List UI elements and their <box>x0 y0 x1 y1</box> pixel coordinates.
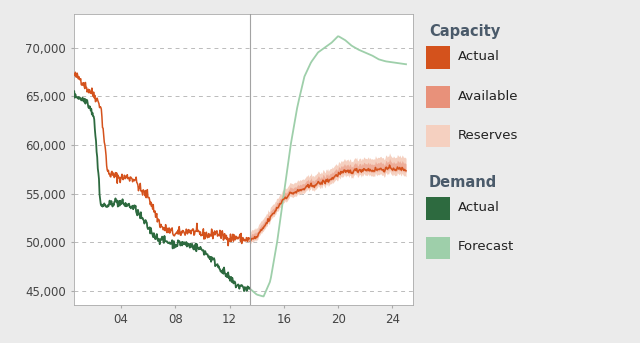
Text: Forecast: Forecast <box>458 240 514 253</box>
Text: Capacity: Capacity <box>429 24 500 39</box>
Text: Available: Available <box>458 90 518 103</box>
Text: Actual: Actual <box>458 201 499 214</box>
Text: Reserves: Reserves <box>458 129 518 142</box>
Text: Demand: Demand <box>429 175 497 190</box>
Text: Actual: Actual <box>458 50 499 63</box>
